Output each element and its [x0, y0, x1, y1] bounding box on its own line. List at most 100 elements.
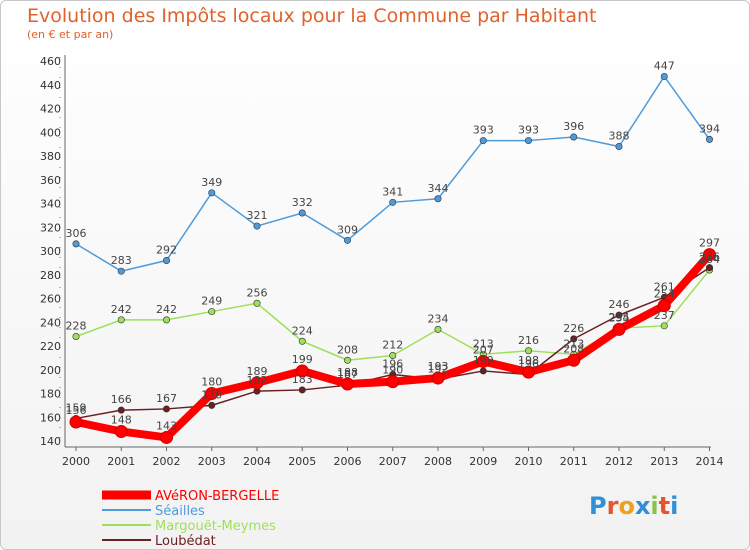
data-label-av-ron-bergelle: 254 — [654, 288, 675, 301]
data-label-s-ailles: 283 — [111, 254, 132, 267]
data-point-s-ailles — [389, 198, 397, 206]
data-label-loub-dat: 261 — [654, 280, 675, 293]
data-label-av-ron-bergelle: 198 — [518, 354, 539, 367]
logo-letter: i — [650, 492, 659, 520]
data-label-loub-dat: 199 — [473, 354, 494, 367]
data-label-av-ron-bergelle: 148 — [111, 414, 132, 427]
data-label-s-ailles: 447 — [654, 59, 675, 72]
legend-label: Loubédat — [155, 534, 216, 549]
data-label-margou-t-meymes: 256 — [247, 286, 268, 299]
data-point-s-ailles — [343, 236, 351, 244]
data-point-loub-dat — [479, 367, 487, 375]
logo-letter: t — [658, 492, 671, 520]
data-label-loub-dat: 196 — [518, 358, 539, 371]
data-label-margou-t-meymes: 208 — [337, 343, 358, 356]
data-point-av-ron-bergelle — [612, 322, 626, 336]
data-point-av-ron-bergelle — [386, 375, 400, 389]
x-tick-label: 2000 — [62, 455, 90, 468]
data-label-s-ailles: 393 — [473, 124, 494, 137]
data-point-margou-t-meymes — [298, 337, 306, 345]
x-tick-label: 2012 — [605, 455, 633, 468]
y-tick-label: 140 — [40, 435, 61, 448]
y-tick-label: 180 — [40, 388, 61, 401]
series-line-s-ailles — [75, 75, 711, 272]
data-label-av-ron-bergelle: 180 — [201, 376, 222, 389]
legend-label: AVéRON-BERGELLE — [155, 489, 279, 504]
data-point-av-ron-bergelle — [295, 364, 309, 378]
y-tick-label: 160 — [40, 411, 61, 424]
data-point-av-ron-bergelle — [250, 376, 264, 390]
data-point-loub-dat — [208, 401, 216, 409]
data-label-loub-dat: 167 — [156, 392, 177, 405]
data-label-margou-t-meymes: 216 — [518, 334, 539, 347]
x-tick-label: 2011 — [560, 455, 588, 468]
x-tick-label: 2003 — [198, 455, 226, 468]
data-point-s-ailles — [72, 240, 80, 248]
x-tick-label: 2013 — [650, 455, 678, 468]
y-tick-label: 400 — [40, 126, 61, 139]
y-tick-label: 440 — [40, 79, 61, 92]
x-tick-label: 2001 — [107, 455, 135, 468]
data-point-s-ailles — [615, 143, 623, 151]
data-point-margou-t-meymes — [343, 356, 351, 364]
data-label-av-ron-bergelle: 297 — [699, 237, 720, 250]
data-point-margou-t-meymes — [208, 308, 216, 316]
x-tick-label: 2010 — [515, 455, 543, 468]
data-point-s-ailles — [524, 137, 532, 145]
data-label-loub-dat: 187 — [337, 368, 358, 381]
data-point-loub-dat — [163, 405, 171, 413]
data-point-s-ailles — [479, 137, 487, 145]
data-point-loub-dat — [705, 264, 713, 272]
x-tick-label: 2014 — [696, 455, 724, 468]
logo-letter: P — [589, 492, 607, 520]
data-point-s-ailles — [660, 72, 668, 80]
data-label-margou-t-meymes: 237 — [654, 309, 675, 322]
data-label-av-ron-bergelle: 156 — [66, 404, 87, 417]
logo-letter: r — [606, 492, 619, 520]
x-tick-label: 2004 — [243, 455, 271, 468]
data-label-s-ailles: 388 — [609, 130, 630, 143]
data-point-s-ailles — [208, 189, 216, 197]
data-point-av-ron-bergelle — [657, 299, 671, 313]
data-label-s-ailles: 321 — [247, 209, 268, 222]
logo-letter: o — [618, 492, 635, 520]
data-label-av-ron-bergelle: 188 — [337, 366, 358, 379]
data-label-loub-dat: 170 — [201, 388, 222, 401]
data-label-av-ron-bergelle: 143 — [156, 419, 177, 432]
data-label-loub-dat: 159 — [66, 401, 87, 414]
y-tick-label: 240 — [40, 316, 61, 329]
x-tick-label: 2005 — [288, 455, 316, 468]
y-tick-label: 260 — [40, 293, 61, 306]
data-label-margou-t-meymes: 213 — [473, 337, 494, 350]
data-point-av-ron-bergelle — [69, 415, 83, 429]
data-label-loub-dat: 192 — [428, 362, 449, 375]
data-label-margou-t-meymes: 249 — [201, 295, 222, 308]
data-label-loub-dat: 166 — [111, 393, 132, 406]
chart-title: Evolution des Impôts locaux pour la Comm… — [27, 5, 597, 27]
data-label-loub-dat: 183 — [292, 373, 313, 386]
data-point-s-ailles — [298, 209, 306, 217]
y-tick-label: 380 — [40, 150, 61, 163]
data-label-av-ron-bergelle: 189 — [247, 365, 268, 378]
data-label-s-ailles: 292 — [156, 244, 177, 257]
data-point-av-ron-bergelle — [114, 425, 128, 438]
data-point-loub-dat — [117, 406, 125, 414]
y-tick-label: 300 — [40, 245, 61, 258]
data-point-av-ron-bergelle — [476, 354, 490, 368]
data-point-margou-t-meymes — [253, 299, 261, 307]
y-tick-label: 340 — [40, 198, 61, 211]
data-point-loub-dat — [570, 335, 578, 343]
data-label-margou-t-meymes: 284 — [699, 253, 720, 266]
data-label-loub-dat: 286 — [699, 251, 720, 264]
data-label-s-ailles: 349 — [201, 176, 222, 189]
y-tick-label: 360 — [40, 174, 61, 187]
data-label-loub-dat: 196 — [382, 358, 403, 371]
data-label-av-ron-bergelle: 193 — [428, 360, 449, 373]
data-point-margou-t-meymes — [524, 347, 532, 355]
data-label-margou-t-meymes: 234 — [428, 312, 449, 325]
data-label-av-ron-bergelle: 208 — [563, 342, 584, 355]
data-point-margou-t-meymes — [389, 351, 397, 359]
data-label-av-ron-bergelle: 190 — [382, 364, 403, 377]
